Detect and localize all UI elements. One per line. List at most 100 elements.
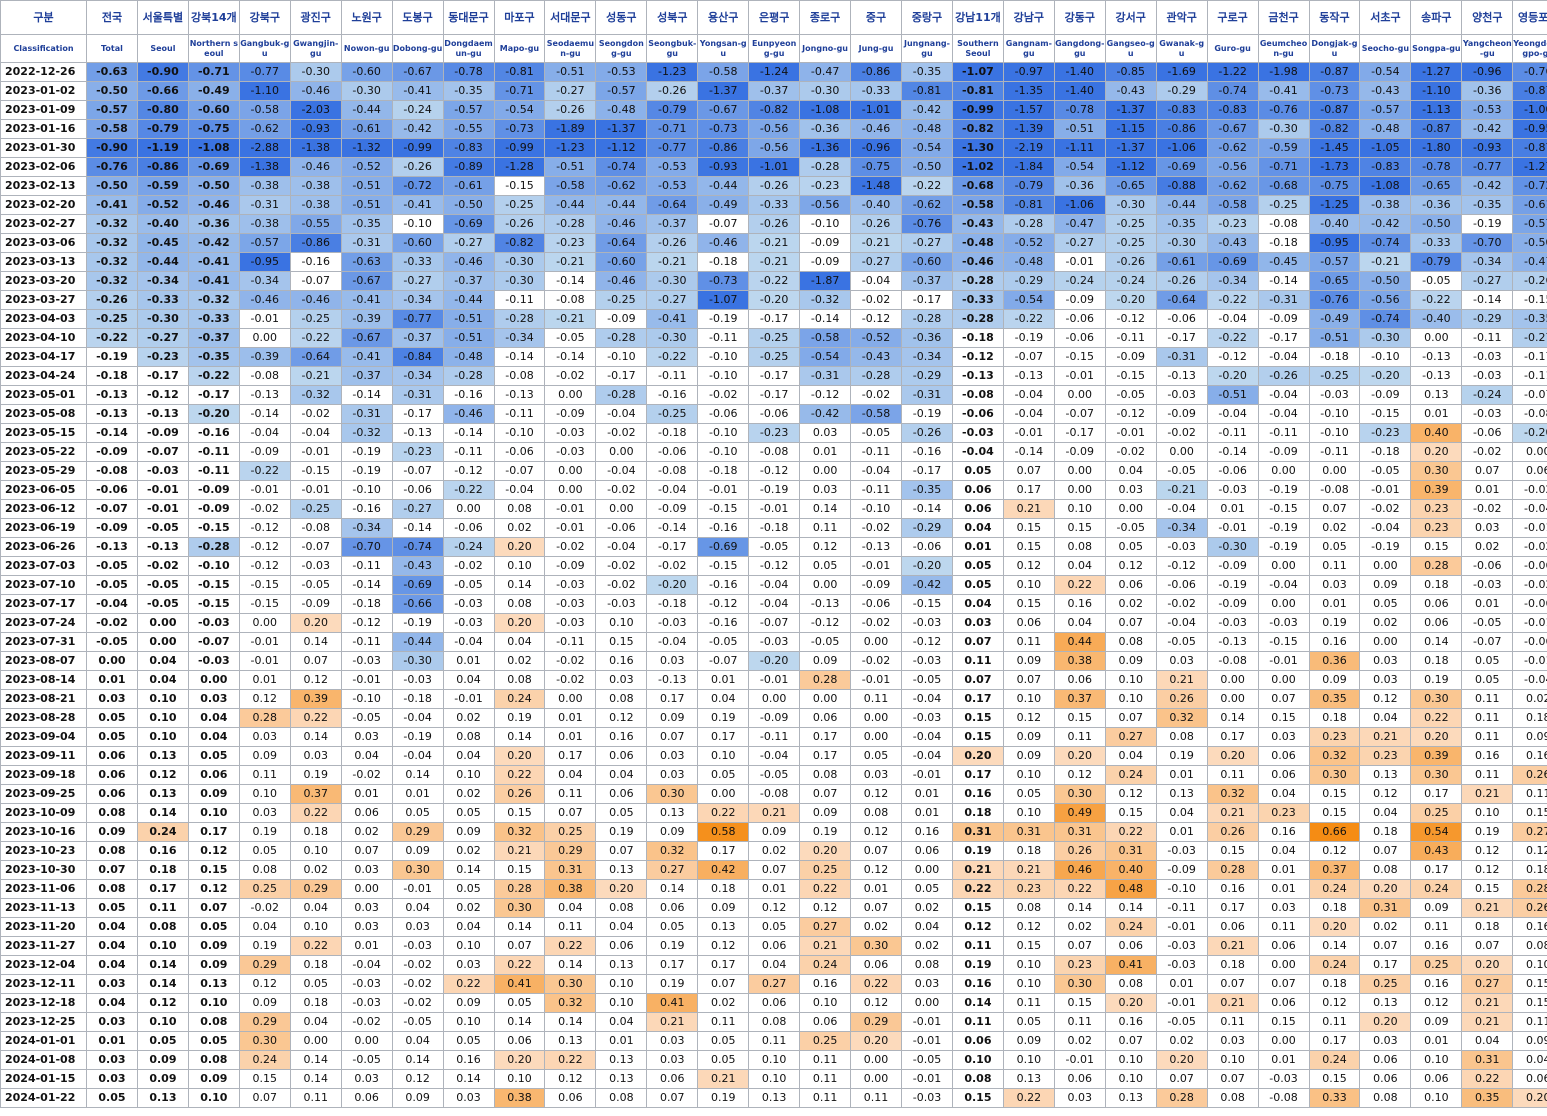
data-cell: -0.42	[1461, 119, 1514, 139]
data-cell: -0.34	[340, 518, 393, 538]
data-cell: -0.22	[901, 176, 953, 196]
data-cell: -0.02	[544, 670, 597, 690]
data-cell: 0.16	[1053, 594, 1106, 614]
data-cell: -0.15	[697, 556, 750, 576]
data-cell: 0.16	[442, 1050, 495, 1070]
data-cell: 0.39	[1410, 480, 1463, 500]
data-cell: -0.03	[340, 651, 393, 671]
data-cell: 0.29	[850, 1012, 902, 1032]
data-cell: 0.25	[799, 860, 852, 880]
data-cell: -0.86	[697, 138, 750, 158]
data-cell: -0.64	[646, 195, 699, 215]
data-cell: -0.62	[1206, 138, 1259, 158]
data-cell: -0.78	[1053, 100, 1106, 120]
data-cell: 0.21	[1461, 1012, 1514, 1032]
row-date: 2023-08-21	[0, 689, 87, 709]
data-cell: -0.04	[1257, 404, 1310, 424]
data-cell: -0.62	[901, 195, 953, 215]
data-cell: 0.06	[595, 784, 648, 804]
data-cell: 0.11	[289, 1088, 342, 1108]
data-cell: 0.10	[289, 917, 342, 937]
data-cell: -0.60	[187, 100, 240, 120]
data-cell: -0.09	[1053, 290, 1106, 310]
data-cell: -0.08	[1257, 1088, 1310, 1108]
data-cell: 0.04	[1155, 803, 1208, 823]
data-cell: -0.04	[1512, 499, 1547, 519]
data-cell: 0.00	[1155, 442, 1208, 462]
table-row: 2023-09-11 0.06 0.13 0.05 0.09 0.03 0.04 -0.04 0…	[0, 746, 1547, 766]
data-cell: 0.38	[1053, 651, 1106, 671]
data-cell: -0.42	[799, 404, 852, 424]
data-cell: 0.11	[1053, 727, 1106, 747]
data-cell: 0.08	[86, 803, 138, 823]
data-cell: 0.02	[493, 518, 546, 538]
data-cell: -0.15	[238, 594, 291, 614]
data-cell: -0.40	[136, 214, 189, 234]
data-cell: 0.06	[951, 1031, 1004, 1051]
row-date: 2023-07-17	[0, 594, 87, 614]
column-header-korean: 전국	[86, 0, 138, 35]
data-cell: -0.18	[951, 328, 1004, 348]
row-date: 2023-01-09	[0, 100, 87, 120]
data-cell: -0.62	[238, 119, 291, 139]
table-row: 2023-09-25 0.06 0.13 0.09 0.10 0.37 0.01 0.01 0.…	[0, 784, 1547, 804]
data-cell: -0.29	[1002, 271, 1055, 291]
data-cell: 0.03	[86, 974, 138, 994]
data-cell: 0.14	[442, 860, 495, 880]
data-cell: 0.18	[1512, 860, 1547, 880]
table-row: 2024-01-22 0.05 0.13 0.10 0.07 0.11 0.06 0.09 0.…	[0, 1088, 1547, 1108]
data-cell: -1.15	[1104, 119, 1157, 139]
data-cell: -0.03	[391, 670, 444, 690]
data-cell: -0.77	[646, 138, 699, 158]
data-cell: 0.07	[493, 936, 546, 956]
data-cell: 0.07	[799, 784, 852, 804]
data-cell: 0.13	[1359, 765, 1412, 785]
column-header-korean: 강동구	[1053, 0, 1106, 35]
table-row: 2023-01-09 -0.57 -0.80 -0.60 -0.58 -2.03 -0.44…	[0, 100, 1547, 120]
data-cell: -0.48	[442, 347, 495, 367]
data-cell: 0.13	[748, 1088, 801, 1108]
data-cell: 0.23	[1002, 879, 1055, 899]
data-cell: -0.02	[544, 537, 597, 557]
data-cell: -0.17	[1053, 423, 1106, 443]
data-cell: 0.03	[1104, 480, 1157, 500]
data-cell: -0.56	[748, 138, 801, 158]
data-cell: -0.25	[86, 309, 138, 329]
data-cell: 0.15	[1512, 993, 1547, 1013]
data-cell: 0.04	[442, 670, 495, 690]
data-cell: 0.09	[646, 708, 699, 728]
data-cell: -0.99	[391, 138, 444, 158]
data-cell: -0.54	[1359, 62, 1412, 82]
data-cell: 0.01	[238, 670, 291, 690]
data-cell: 0.24	[1308, 1050, 1361, 1070]
column-header-korean: 노원구	[340, 0, 393, 35]
data-cell: -0.04	[850, 271, 902, 291]
column-header-english: Southern Seoul	[951, 34, 1004, 63]
data-cell: 0.10	[1002, 803, 1055, 823]
data-cell: -0.43	[951, 214, 1004, 234]
data-cell: 0.12	[1308, 841, 1361, 861]
table-row: 2023-09-04 0.05 0.10 0.04 0.03 0.14 0.03 -0.19 0…	[0, 727, 1547, 747]
data-cell: -0.51	[544, 157, 597, 177]
data-cell: -0.08	[493, 366, 546, 386]
row-date: 2022-12-26	[0, 62, 87, 82]
table-row: 2024-01-01 0.01 0.05 0.05 0.30 0.00 0.00 0.04 0.…	[0, 1031, 1547, 1051]
data-cell: 0.08	[748, 1012, 801, 1032]
data-cell: 0.15	[951, 727, 1004, 747]
data-cell: 0.07	[1206, 1069, 1259, 1089]
table-row: 2024-01-08 0.03 0.09 0.08 0.24 0.14 -0.05 0.14 0…	[0, 1050, 1547, 1070]
data-cell: -0.44	[595, 195, 648, 215]
data-cell: -0.22	[1002, 309, 1055, 329]
data-cell: 0.20	[289, 613, 342, 633]
data-cell: -0.07	[697, 214, 750, 234]
data-cell: -0.08	[238, 366, 291, 386]
data-cell: 0.14	[646, 879, 699, 899]
data-cell: 0.02	[442, 841, 495, 861]
data-cell: -0.77	[391, 309, 444, 329]
data-cell: -0.04	[1155, 499, 1208, 519]
data-cell: 0.28	[493, 879, 546, 899]
data-cell: -0.16	[697, 518, 750, 538]
data-cell: -0.13	[1206, 632, 1259, 652]
data-cell: -0.28	[595, 385, 648, 405]
data-cell: 0.08	[442, 727, 495, 747]
